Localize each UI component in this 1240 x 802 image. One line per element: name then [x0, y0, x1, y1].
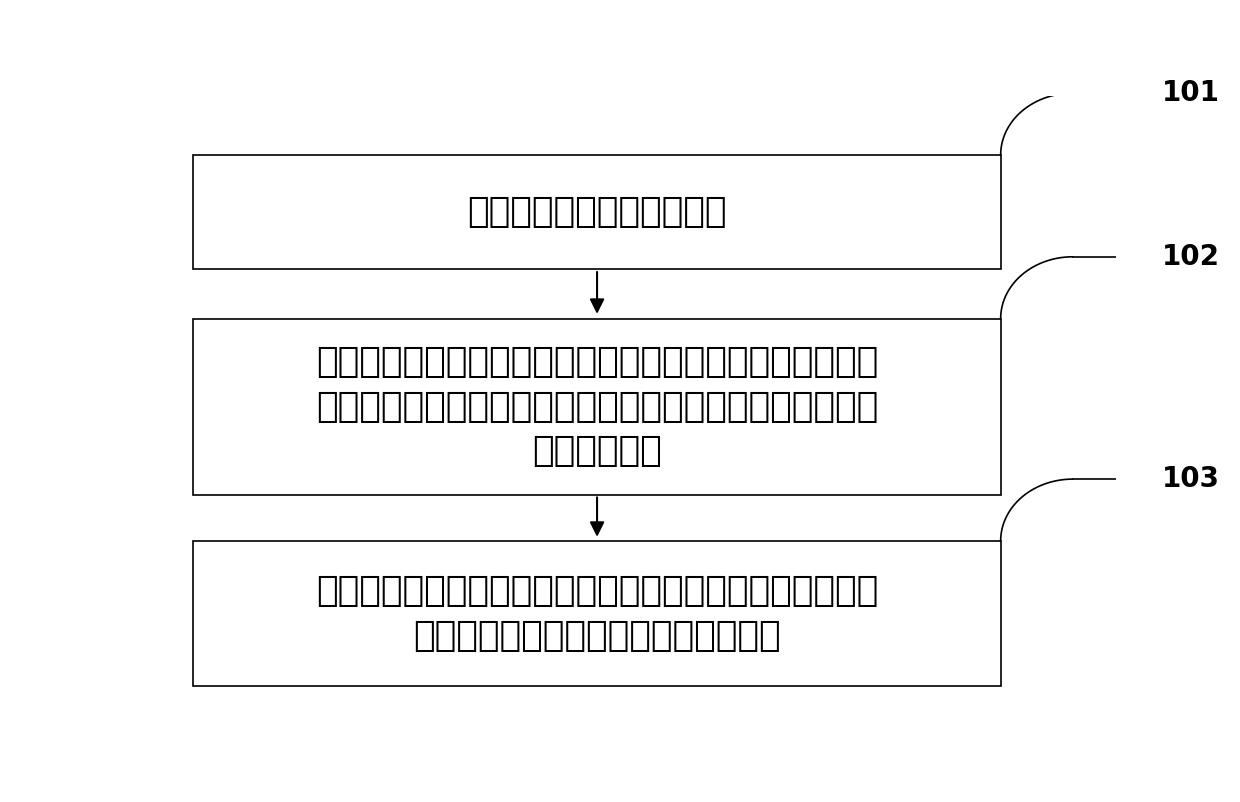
Text: 确定在第一储集体中注满流体，且开始向第二储集体中注入: 确定在第一储集体中注满流体，且开始向第二储集体中注入: [316, 345, 878, 379]
Bar: [193, 155, 1001, 269]
Text: 102: 102: [1162, 243, 1220, 271]
Text: 103: 103: [1162, 465, 1220, 493]
Text: 101: 101: [1162, 79, 1220, 107]
Bar: [193, 318, 1001, 495]
Text: 流体时的第一注入压力；其中，第一储集体为第二储集体的: 流体时的第一注入压力；其中，第一储集体为第二储集体的: [316, 390, 878, 423]
Text: 根据井口压力和第一注入压力，计算生产压差；其中，生产: 根据井口压力和第一注入压力，计算生产压差；其中，生产: [316, 574, 878, 608]
Text: 测量注入流体前的井口压力: 测量注入流体前的井口压力: [467, 195, 727, 229]
Bar: [193, 541, 1001, 686]
Text: 前一级储集体: 前一级储集体: [532, 434, 662, 468]
Text: 压差为地层压力与井底流压之间的差値: 压差为地层压力与井底流压之间的差値: [413, 618, 781, 653]
